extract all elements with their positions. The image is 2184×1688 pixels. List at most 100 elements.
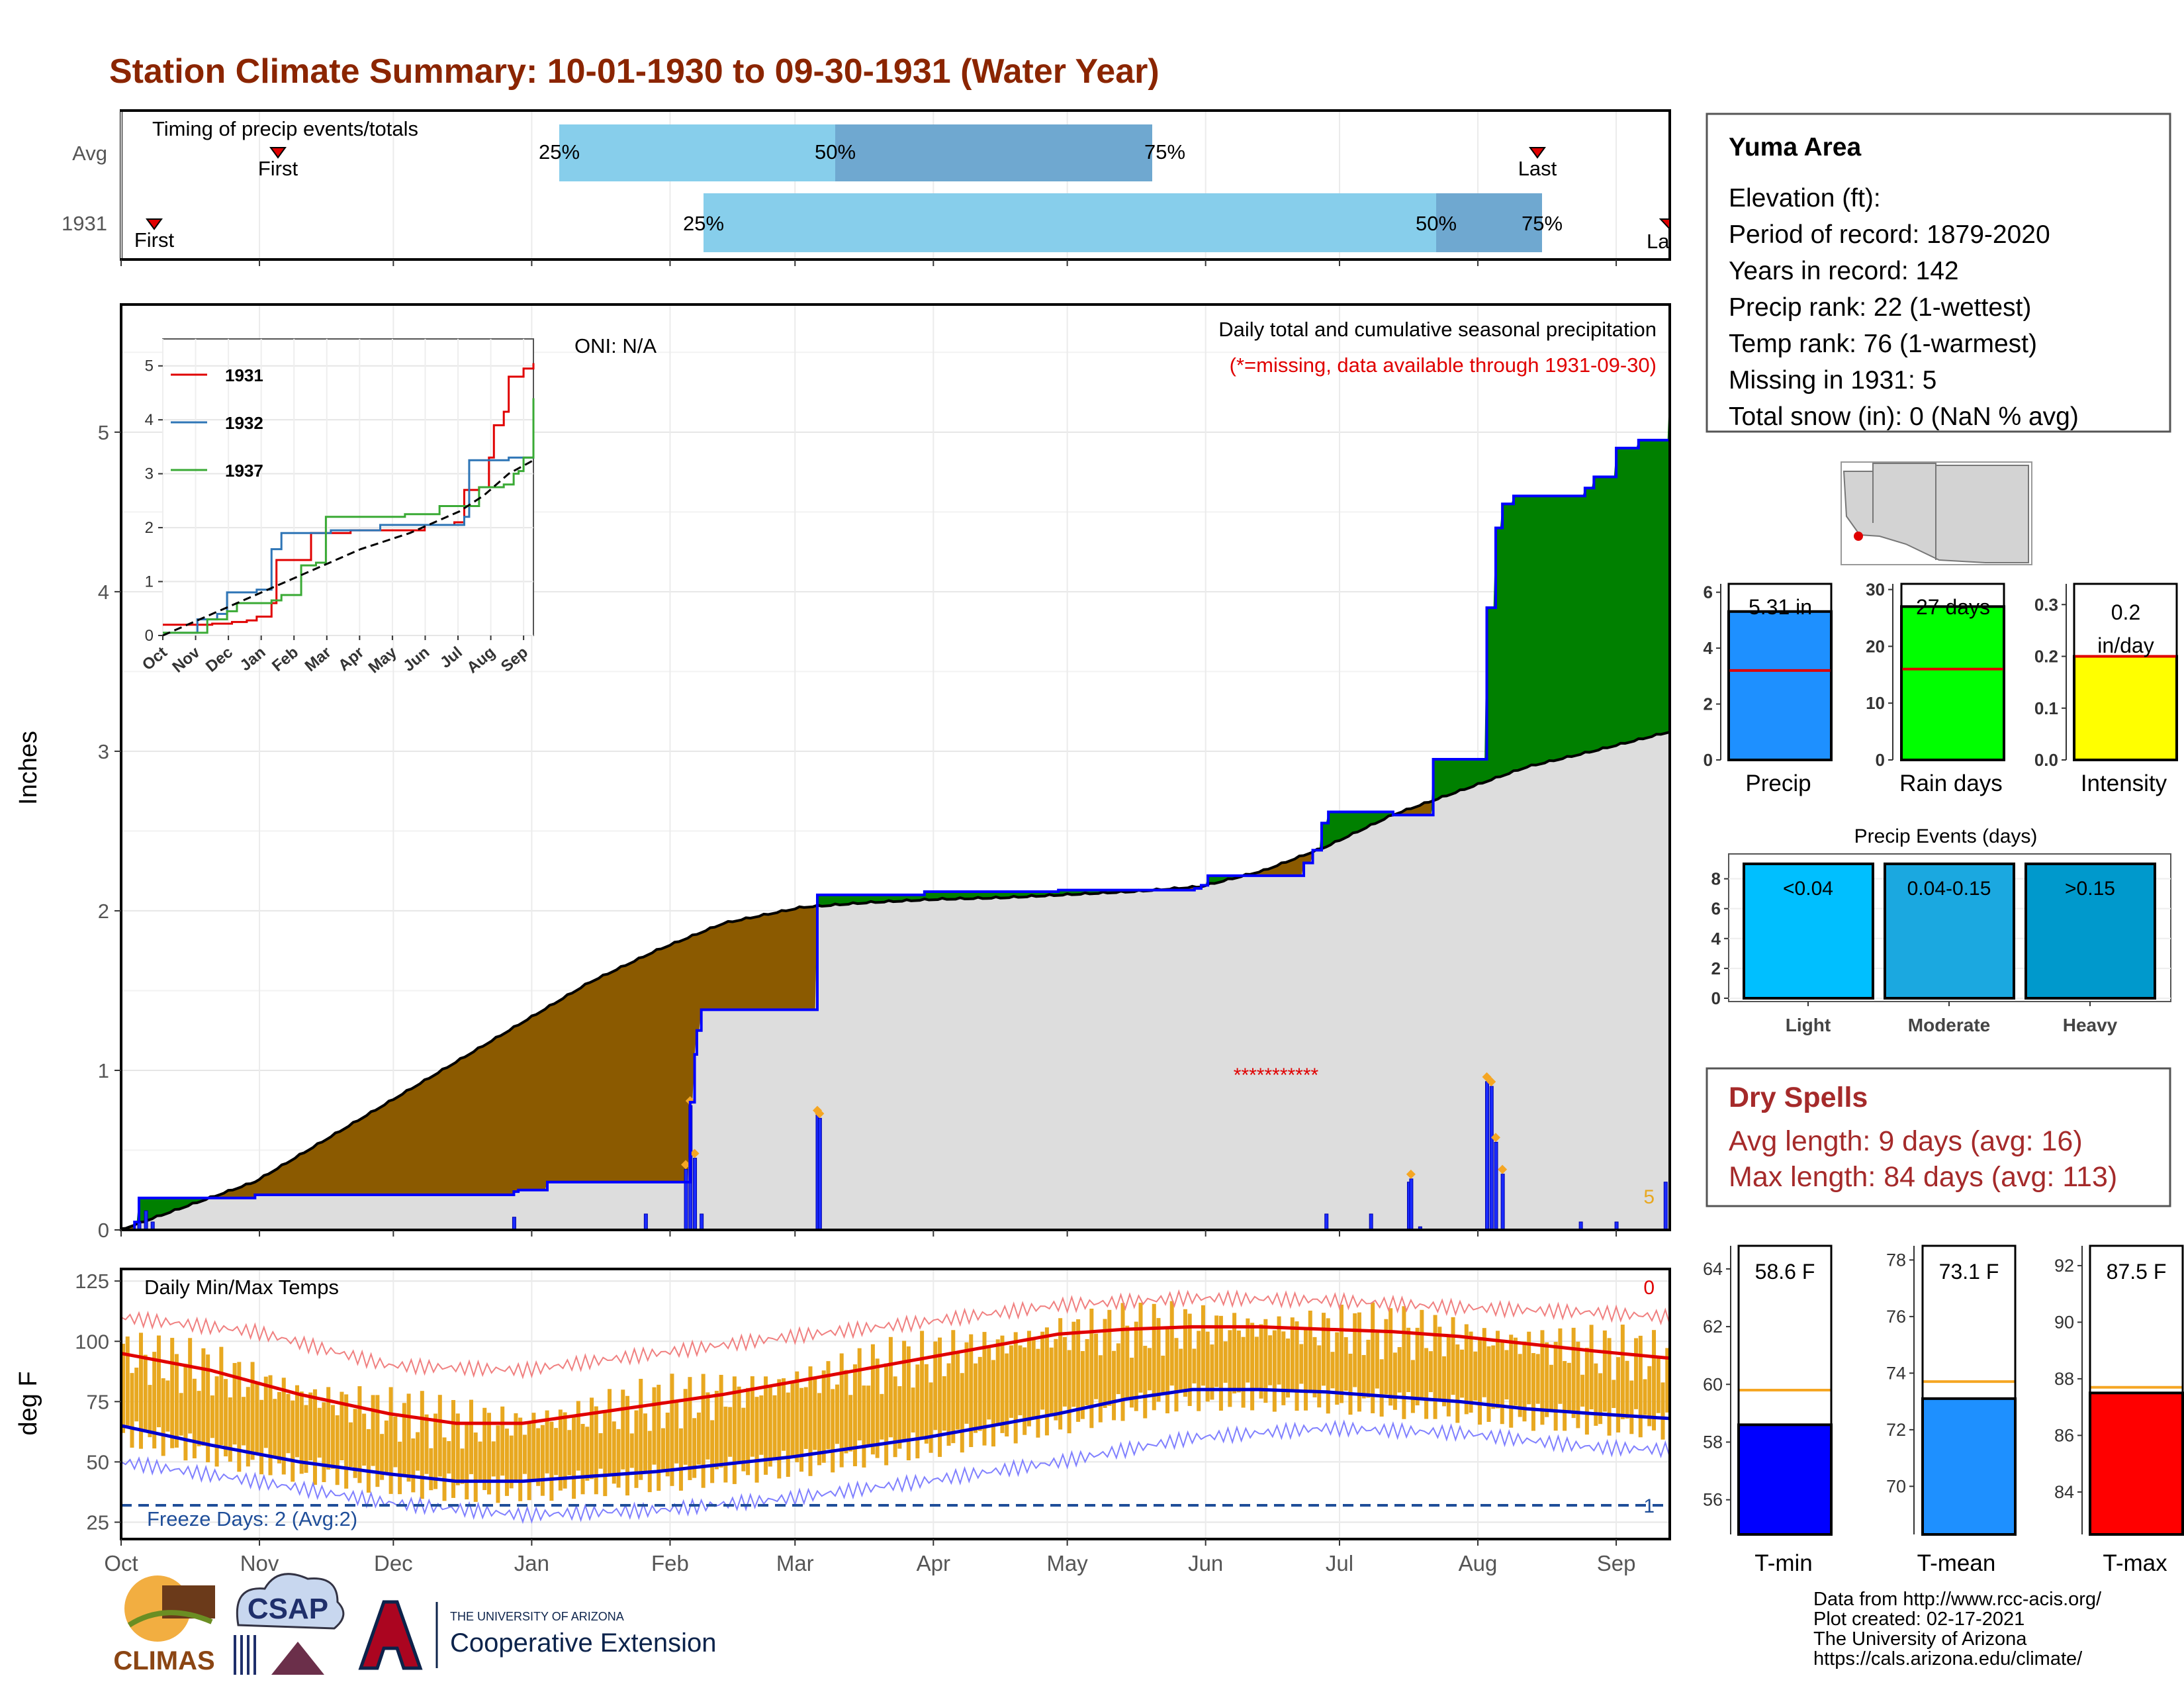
temp-day-bar	[732, 1376, 737, 1484]
temp-day-bar	[1330, 1352, 1335, 1389]
tmin-value-bar	[1737, 1423, 1833, 1536]
cumulative-precip-line	[121, 383, 1671, 1231]
temp-day-bar	[1326, 1318, 1330, 1414]
temp-day-bar	[416, 1432, 420, 1471]
temp-day-bar	[590, 1397, 594, 1479]
temp-day-bar	[192, 1378, 197, 1459]
events-tick-label-6: 6	[1711, 899, 1721, 919]
temp-day-bar	[451, 1399, 456, 1498]
intensity-value-bar	[2073, 655, 2178, 761]
temp-day-bar	[808, 1366, 813, 1476]
temp-day-bar	[946, 1363, 951, 1446]
temp-day-bar	[183, 1364, 188, 1461]
inset-line-1937	[163, 398, 535, 634]
temp-day-bar	[1116, 1343, 1120, 1395]
temp-day-bar	[1205, 1331, 1210, 1402]
temp-day-bar	[545, 1410, 549, 1474]
temp-day-bar	[411, 1438, 416, 1493]
temp-day-bar	[486, 1413, 491, 1495]
precip-y-tick-label-5: 5	[98, 421, 109, 444]
temp-day-bar	[902, 1340, 907, 1441]
temp-day-bar	[201, 1348, 206, 1446]
temp-day-bar	[683, 1389, 688, 1465]
tmin-bar-label: T-min	[1754, 1550, 1813, 1576]
temp-day-bar	[1246, 1318, 1250, 1383]
station-snow: Total snow (in): 0 (NaN % avg)	[1729, 402, 2079, 431]
temp-day-bar	[964, 1342, 969, 1424]
rain_days-value-bar	[1900, 605, 2005, 761]
month-label-sep: Sep	[1597, 1551, 1636, 1575]
temp-day-bar	[1584, 1347, 1589, 1435]
precip-tick-label-0: 0	[1704, 750, 1713, 770]
temp-day-bar	[1214, 1315, 1219, 1387]
temp-day-bar	[1089, 1308, 1094, 1429]
temp-day-bar	[1125, 1325, 1130, 1398]
station-missing: Missing in 1931: 5	[1729, 366, 1936, 395]
temp-day-bar	[1553, 1342, 1558, 1431]
temp-day-bar	[504, 1429, 509, 1496]
daily-precip-bar-7	[693, 1158, 698, 1231]
temp-day-bar	[295, 1385, 299, 1458]
temp-day-bar	[1607, 1338, 1612, 1436]
temp-day-bar	[1165, 1327, 1169, 1414]
temp-day-bar	[723, 1406, 728, 1483]
temp-day-bar	[1080, 1351, 1085, 1419]
events-title: Precip Events (days)	[1854, 825, 2038, 847]
temp-day-bar	[929, 1382, 933, 1453]
temp-day-bar	[960, 1373, 964, 1453]
ua-logo-bottom-text: Cooperative Extension	[450, 1628, 716, 1658]
rain_days-tick-label-30: 30	[1866, 580, 1885, 600]
temp-day-bar	[1281, 1331, 1286, 1405]
station-precip-rank: Precip rank: 22 (1-wettest)	[1729, 293, 2031, 322]
temp-day-bar	[1187, 1313, 1192, 1407]
temp-day-bar	[384, 1420, 388, 1474]
timing-avg-p25: 25%	[539, 140, 580, 164]
temp-day-bar	[1580, 1374, 1585, 1407]
temp-day-bar	[1134, 1321, 1138, 1411]
temp-day-bar	[433, 1413, 438, 1489]
temp-day-bar	[424, 1414, 429, 1474]
temp-day-bar	[1067, 1350, 1071, 1434]
temp-day-bar	[1005, 1353, 1009, 1437]
precip-tick-label-4: 4	[1704, 638, 1713, 658]
temp-day-bar	[831, 1389, 835, 1473]
missing-note: (*=missing, data available through 1931-…	[1230, 353, 1657, 377]
temp-y-tick-label-100: 100	[75, 1330, 109, 1353]
temp-day-bar	[1661, 1382, 1665, 1440]
tmean-tick-label-78: 78	[1886, 1250, 1906, 1270]
temp-day-bar	[1491, 1345, 1496, 1409]
month-label-mar: Mar	[776, 1551, 814, 1575]
temp-day-bar	[1254, 1336, 1259, 1388]
timing-year-p50: 50%	[1416, 212, 1457, 235]
temp-y-axis-label: deg F	[15, 1371, 42, 1435]
temp-day-bar	[1143, 1346, 1148, 1419]
precip-event-bars: 0 2 4 6 8 <0.04 Light 0.04-0.15 Moderate >0.15 Hea…	[1711, 863, 2171, 1035]
inset-y-tick-label-3: 3	[145, 465, 154, 483]
temp-day-bar	[286, 1393, 291, 1454]
timing-avg-50-75-bar	[835, 124, 1152, 181]
temp-day-bar	[839, 1353, 844, 1468]
temp-day-bar	[1410, 1360, 1415, 1413]
temp-day-bar	[1210, 1344, 1214, 1400]
temp-day-bar	[1478, 1336, 1482, 1425]
temp-day-bar	[893, 1376, 897, 1458]
daily-precip-bar-19	[1500, 1174, 1505, 1231]
station-period: Period of record: 1879-2020	[1729, 220, 2050, 249]
daily-precip-bar-5	[684, 1168, 688, 1231]
temp-day-bar	[1192, 1348, 1197, 1383]
temp-day-bar	[1392, 1352, 1397, 1410]
temp-day-bar	[938, 1337, 942, 1457]
temp-day-bar	[1148, 1348, 1152, 1391]
intensity-tick-label-0.3: 0.3	[2034, 594, 2058, 614]
timing-avg-25-50-bar	[559, 124, 835, 181]
heavy-day-marker-5	[681, 1160, 691, 1170]
inset-line-average	[162, 459, 534, 637]
temp-day-bar	[1384, 1319, 1388, 1395]
temp-day-bar	[491, 1441, 496, 1477]
temp-day-bar	[1322, 1313, 1326, 1386]
footer-line-2: Plot created: 02-17-2021	[1813, 1609, 2025, 1630]
temp-day-bar	[402, 1403, 406, 1477]
temp-day-bar	[210, 1395, 214, 1438]
temp-day-bar	[1169, 1301, 1174, 1386]
tmax-tick-label-86: 86	[2054, 1425, 2074, 1445]
